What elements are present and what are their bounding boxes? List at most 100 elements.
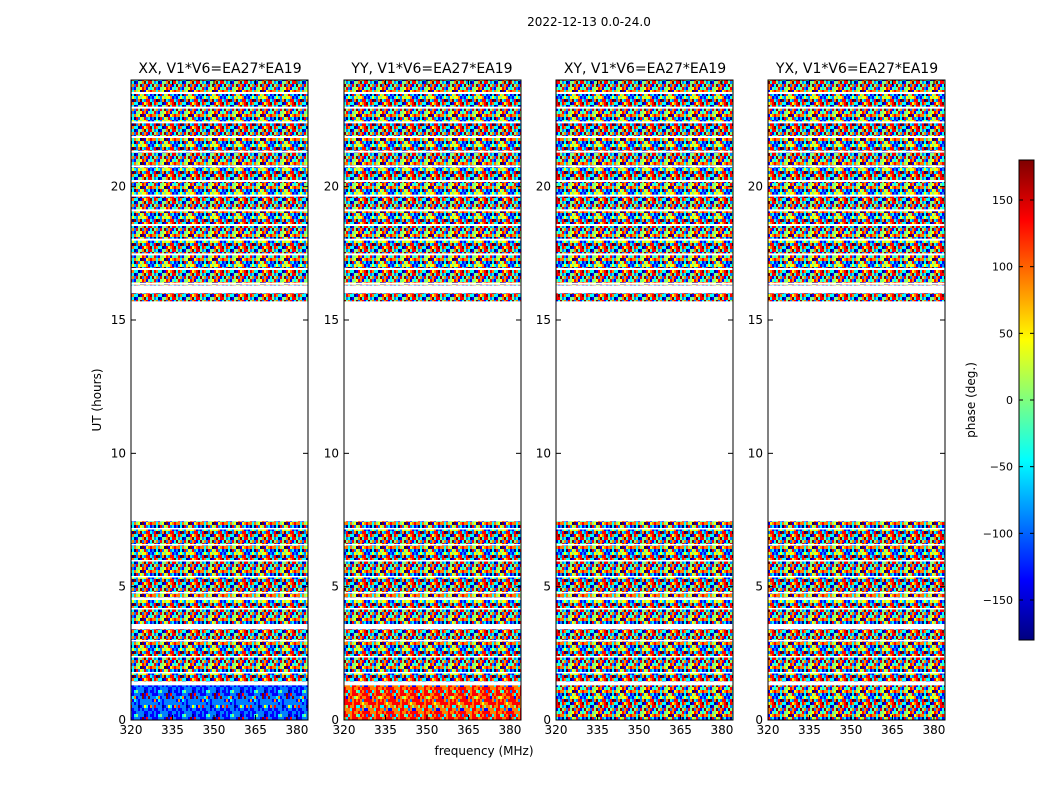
flag-gap — [556, 544, 733, 546]
flag-gap — [131, 92, 308, 94]
y-axis-label: UT (hours) — [90, 368, 104, 431]
data-segment — [344, 521, 521, 598]
colorbar-tick-label: 100 — [992, 261, 1013, 274]
panel-yx: 320 335 350 365 380 0 5 10 15 20 — [748, 79, 946, 737]
flag-gap — [131, 238, 308, 241]
x-tick-label: 350 — [840, 723, 863, 737]
flag-gap — [768, 268, 945, 270]
flag-gap — [344, 121, 521, 124]
data-segment — [556, 521, 733, 598]
y-tick-label: 5 — [755, 580, 763, 594]
panel-frame — [767, 79, 946, 721]
x-tick-label: 350 — [628, 723, 651, 737]
flag-gap — [556, 608, 733, 610]
flag-gap — [556, 106, 733, 109]
y-tick-label: 5 — [543, 580, 551, 594]
x-tick-label: 365 — [669, 723, 692, 737]
flag-gap — [131, 560, 308, 562]
x-tick-label: 320 — [333, 723, 356, 737]
colorbar-tick-label: −100 — [983, 527, 1013, 540]
flag-gap — [556, 194, 733, 197]
colorbar-tick-label: 50 — [999, 327, 1013, 340]
flag-gap — [344, 576, 521, 578]
panel-title-yx: YX, V1*V6=EA27*EA19 — [775, 61, 938, 77]
panel-xx: 320 335 350 365 380 0 5 10 15 20 — [111, 79, 309, 737]
flag-gap — [131, 121, 308, 124]
data-segment — [344, 685, 521, 720]
flag-gap — [768, 592, 945, 594]
flag-gap — [768, 224, 945, 226]
data-segment — [556, 600, 733, 626]
x-tick-label: 320 — [545, 723, 568, 737]
data-segment — [768, 80, 945, 286]
flag-gap — [768, 544, 945, 546]
colorbar-tick-label: −150 — [983, 594, 1013, 607]
flag-gap — [344, 640, 521, 642]
x-tick-label: 365 — [244, 723, 267, 737]
flag-gap — [131, 576, 308, 578]
y-tick-label: 10 — [324, 446, 339, 460]
flag-gap — [556, 672, 733, 674]
flag-gap — [768, 576, 945, 578]
flag-gap — [131, 150, 308, 153]
x-tick-label: 365 — [881, 723, 904, 737]
flag-gap — [768, 209, 945, 212]
data-segment — [768, 293, 945, 302]
flag-gap — [768, 640, 945, 642]
colorbar-tick-label: −50 — [990, 461, 1013, 474]
flag-gap — [344, 136, 521, 138]
panel-yy: 320 335 350 365 380 0 5 10 15 20 — [324, 79, 522, 737]
flag-gap — [556, 282, 733, 285]
flag-gap — [131, 656, 308, 658]
panel-xy: 320 335 350 365 380 0 5 10 15 20 — [536, 79, 734, 737]
y-tick-label: 15 — [536, 313, 551, 327]
flag-gap — [556, 180, 733, 182]
flag-gap — [556, 224, 733, 226]
flag-gap — [556, 268, 733, 270]
flag-gap — [344, 92, 521, 94]
data-segment — [556, 80, 733, 286]
flag-gap — [131, 224, 308, 226]
flag-gap — [768, 608, 945, 610]
flag-gap — [556, 209, 733, 212]
flag-gap — [131, 624, 308, 626]
flag-gap — [556, 560, 733, 562]
flag-gap — [768, 560, 945, 562]
data-segment — [344, 629, 521, 682]
flag-gap — [131, 528, 308, 530]
flag-gap — [344, 282, 521, 285]
flag-gap — [768, 672, 945, 674]
data-segment — [131, 80, 308, 286]
flag-gap — [556, 640, 733, 642]
x-tick-label: 365 — [457, 723, 480, 737]
flag-gap — [131, 209, 308, 212]
y-tick-label: 20 — [748, 180, 763, 194]
flag-gap — [556, 165, 733, 168]
flag-gap — [768, 656, 945, 658]
flag-gap — [131, 136, 308, 138]
data-segment — [131, 629, 308, 682]
flag-gap — [556, 238, 733, 241]
y-tick-label: 0 — [331, 713, 339, 727]
flag-gap — [131, 194, 308, 197]
x-tick-label: 350 — [203, 723, 226, 737]
flag-gap — [344, 150, 521, 153]
flag-gap — [556, 528, 733, 530]
data-segment — [131, 521, 308, 598]
flag-gap — [344, 268, 521, 270]
data-segment — [344, 80, 521, 286]
x-tick-label: 380 — [498, 723, 521, 737]
flag-gap — [131, 268, 308, 270]
y-tick-label: 15 — [748, 313, 763, 327]
flag-gap — [556, 624, 733, 626]
x-tick-label: 335 — [798, 723, 821, 737]
colorbar-tick-label: 150 — [992, 194, 1013, 207]
flag-gap — [344, 106, 521, 109]
flag-gap — [768, 253, 945, 256]
y-tick-label: 20 — [111, 180, 126, 194]
flag-gap — [768, 136, 945, 138]
flag-gap — [556, 150, 733, 153]
flag-gap — [768, 180, 945, 182]
x-tick-label: 380 — [285, 723, 308, 737]
flag-gap — [556, 592, 733, 594]
